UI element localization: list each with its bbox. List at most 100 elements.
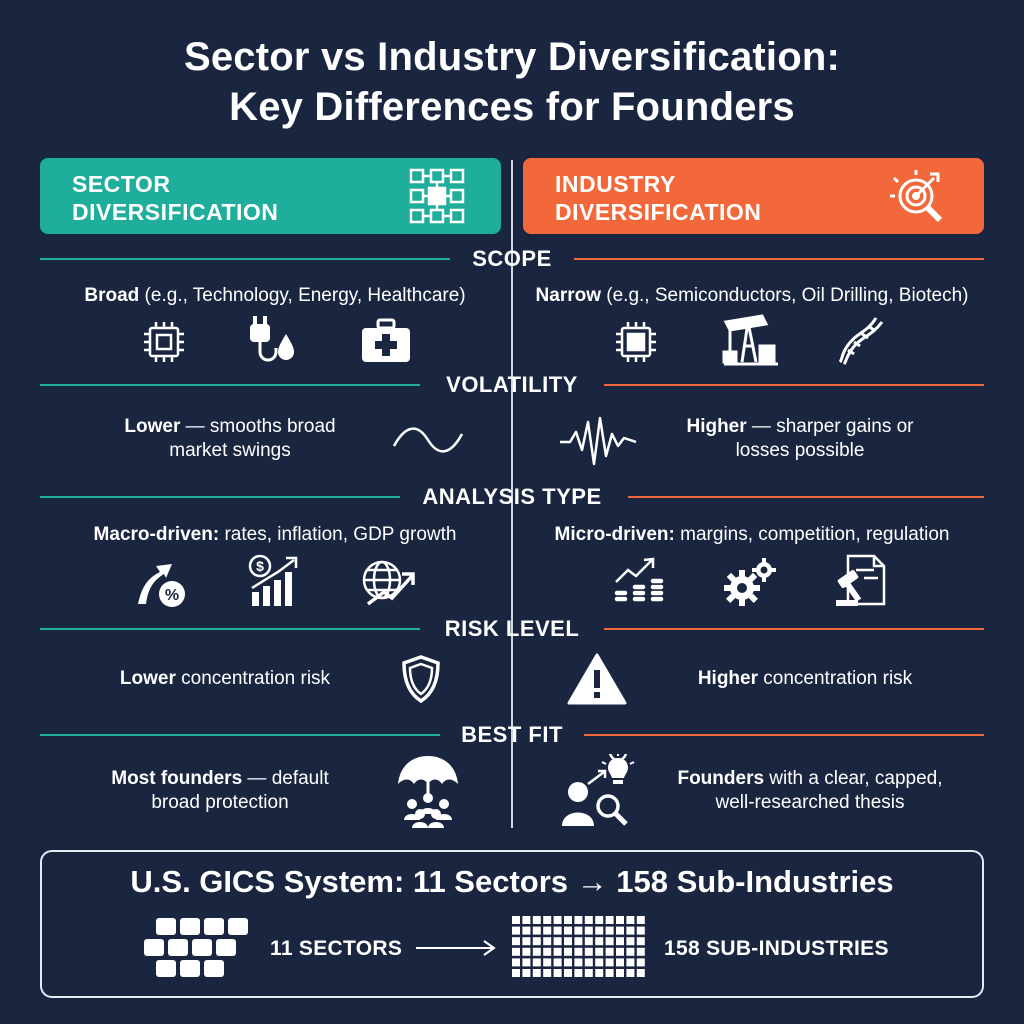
sector-block — [228, 918, 248, 935]
sub-industry-cell — [532, 916, 541, 924]
risk-title: RISK LEVEL — [444, 616, 580, 641]
risk-left-bold: Lower — [119, 668, 176, 689]
person-idea-search-icon — [562, 754, 635, 826]
scope-left-text: Broad (e.g., Technology, Energy, Healthc… — [40, 284, 510, 308]
volatility-left-line-2: market swings — [169, 440, 291, 461]
sector-block — [204, 918, 224, 935]
volatility-right-text: Higher — sharper gains or losses possibl… — [630, 415, 970, 463]
arrow-right-icon — [416, 940, 496, 956]
bestfit-left-line-1: Most founders — default — [70, 767, 370, 791]
scope-line-left — [40, 258, 450, 260]
sub-industry-cell — [626, 969, 635, 977]
sub-industry-cell — [512, 926, 520, 935]
sub-industry-cell — [584, 969, 593, 977]
analysis-line-right — [628, 496, 984, 498]
analysis-left-rest: rates, inflation, GDP growth — [219, 524, 457, 545]
svg-text:%: % — [165, 587, 179, 604]
bestfit-left-bold: Most founders — [111, 768, 243, 789]
bestfit-title: BEST FIT — [461, 722, 563, 747]
risk-right-rest: concentration risk — [758, 668, 913, 689]
network-grid-icon — [409, 168, 465, 224]
scope-line-right — [574, 258, 984, 260]
sub-industry-cell — [532, 958, 541, 967]
sub-industry-cell — [532, 937, 541, 946]
sub-industry-cell — [512, 958, 520, 967]
sub-industry-cell — [543, 916, 552, 924]
sub-industry-cell — [574, 958, 583, 967]
gics-box — [40, 850, 984, 998]
sub-industry-cell — [626, 916, 635, 924]
industry-header-line-2: DIVERSIFICATION — [555, 199, 762, 225]
analysis-right-bold: Micro-driven: — [554, 524, 675, 545]
sub-industry-cell — [553, 926, 562, 935]
sub-industry-cell — [605, 958, 614, 967]
sub-industry-cell — [564, 947, 572, 956]
title-line-2: Key Differences for Founders — [229, 85, 795, 129]
sub-industry-cell — [543, 937, 552, 946]
volatility-left-rest: — smooths broad — [180, 416, 336, 437]
industry-header-line-1: INDUSTRY — [555, 171, 676, 197]
bestfit-right-bold: Founders — [677, 768, 765, 789]
sub-industry-cell — [512, 947, 520, 956]
microchip-icon — [144, 322, 184, 362]
sector-block — [144, 939, 164, 956]
volatility-right-bold: Higher — [686, 416, 747, 437]
sub-industry-cell — [564, 916, 572, 924]
bestfit-right-rest: with a clear, capped, — [764, 768, 943, 789]
scope-left-rest: (e.g., Technology, Energy, Healthcare) — [139, 285, 466, 306]
sector-block — [156, 960, 176, 977]
semiconductor-chip-icon — [616, 322, 656, 362]
sub-industry-cell — [595, 916, 604, 924]
scope-right-rest: (e.g., Semiconductors, Oil Drilling, Bio… — [601, 285, 969, 306]
center-divider — [511, 160, 513, 828]
sub-industries-label: 158 SUB-INDUSTRIES — [664, 937, 889, 960]
globe-trend-icon — [362, 560, 415, 606]
svg-text:$: $ — [256, 558, 264, 574]
sub-industry-cell — [522, 937, 531, 946]
sub-industry-cell — [512, 916, 520, 924]
risk-right-bold: Higher — [697, 668, 758, 689]
sub-industry-cell — [595, 947, 604, 956]
gics-title: U.S. GICS System: 11 Sectors → 158 Sub-I… — [130, 864, 894, 899]
sector-block — [168, 939, 188, 956]
sector-block — [192, 939, 212, 956]
analysis-right-text: Micro-driven: margins, competition, regu… — [514, 523, 990, 547]
sub-industry-cell — [616, 969, 624, 977]
sub-industry-cell — [574, 926, 583, 935]
gears-icon — [724, 558, 776, 606]
risk-line-right — [604, 628, 984, 630]
volatility-right-line-1: Higher — sharper gains or — [630, 415, 970, 439]
sub-industry-cell — [564, 969, 572, 977]
sub-industry-cell — [605, 926, 614, 935]
sectors-blocks-icon — [144, 918, 248, 977]
sub-industry-cell — [553, 916, 562, 924]
risk-left-rest: concentration risk — [175, 668, 331, 689]
scope-right-bold: Narrow — [535, 285, 601, 306]
sub-industry-cell — [605, 937, 614, 946]
sub-industry-cell — [626, 958, 635, 967]
sub-industry-cell — [532, 969, 541, 977]
sub-industry-cell — [616, 916, 624, 924]
scope-title: SCOPE — [472, 246, 552, 271]
scope-right-text: Narrow (e.g., Semiconductors, Oil Drilli… — [514, 284, 990, 308]
sectors-label: 11 SECTORS — [270, 937, 403, 960]
sub-industry-cell — [636, 947, 645, 956]
bestfit-line-right — [584, 734, 984, 736]
volatility-right-line-2: losses possible — [735, 440, 865, 461]
sector-block — [180, 918, 200, 935]
analysis-title: ANALYSIS TYPE — [422, 484, 602, 509]
bestfit-right-text: Founders with a clear, capped, well-rese… — [650, 767, 970, 815]
sub-industry-cell — [532, 926, 541, 935]
sector-block — [180, 960, 200, 977]
sub-industry-cell — [522, 969, 531, 977]
bestfit-line-left — [40, 734, 440, 736]
sub-industry-cell — [553, 969, 562, 977]
coins-trend-icon — [613, 557, 665, 603]
sector-block — [204, 960, 224, 977]
sub-industry-cell — [605, 947, 614, 956]
analysis-left-text: Macro-driven: rates, inflation, GDP grow… — [40, 523, 510, 547]
sub-industry-cell — [553, 958, 562, 967]
sector-header-line-1: SECTOR — [72, 171, 171, 197]
dna-icon — [838, 317, 884, 366]
oil-pump-icon — [722, 314, 778, 366]
